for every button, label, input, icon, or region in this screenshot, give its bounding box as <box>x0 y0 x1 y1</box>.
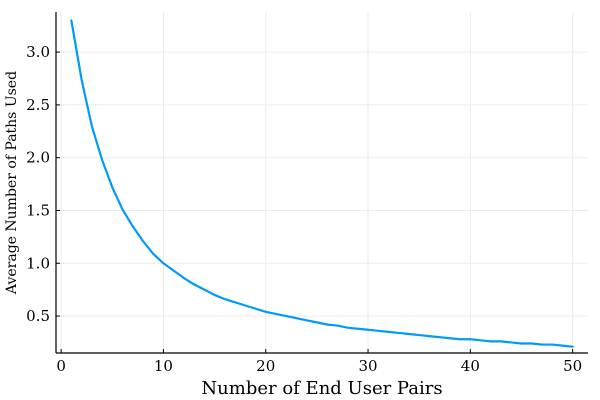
series-group <box>70 19 574 348</box>
grid-lines <box>56 12 588 353</box>
y-tick-label: 0.5 <box>26 307 50 325</box>
axes <box>55 12 588 354</box>
y-tick-label: 2.5 <box>26 96 50 114</box>
y-axis-ticks: 0.5 1.0 1.5 2.0 2.5 3.0 <box>26 43 60 325</box>
x-tick-label: 40 <box>461 357 480 375</box>
x-tick-label: 50 <box>563 357 582 375</box>
series-line <box>70 19 574 348</box>
x-tick-label: 20 <box>256 357 275 375</box>
x-axis-label: Number of End User Pairs <box>201 378 442 399</box>
y-tick-label: 3.0 <box>26 43 50 61</box>
y-tick-label: 1.5 <box>26 201 50 219</box>
x-tick-label: 30 <box>358 357 377 375</box>
y-tick-label: 1.0 <box>26 254 50 272</box>
y-axis-label: Average Number of Paths Used <box>4 71 20 295</box>
x-tick-label: 0 <box>56 357 66 375</box>
y-tick-label: 2.0 <box>26 149 50 167</box>
x-tick-label: 10 <box>154 357 173 375</box>
x-axis-ticks: 0 10 20 30 40 50 <box>56 349 582 375</box>
